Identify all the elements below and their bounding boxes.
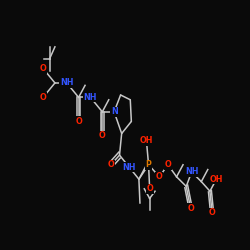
Text: NH: NH xyxy=(185,168,198,176)
Text: O: O xyxy=(99,132,106,140)
Text: NH: NH xyxy=(122,163,136,172)
Text: NH: NH xyxy=(84,93,97,102)
Text: O: O xyxy=(75,117,82,126)
Text: P: P xyxy=(146,160,152,169)
Text: O: O xyxy=(146,184,153,193)
Text: O: O xyxy=(40,93,46,102)
Text: N: N xyxy=(111,107,117,116)
Text: OH: OH xyxy=(140,136,153,145)
Text: NH: NH xyxy=(60,78,74,88)
Text: O: O xyxy=(40,64,46,73)
Text: O: O xyxy=(108,160,114,169)
Text: O: O xyxy=(209,208,216,217)
Text: O: O xyxy=(156,172,163,181)
Text: O: O xyxy=(164,160,171,169)
Text: O: O xyxy=(187,204,194,212)
Text: OH: OH xyxy=(210,175,223,184)
